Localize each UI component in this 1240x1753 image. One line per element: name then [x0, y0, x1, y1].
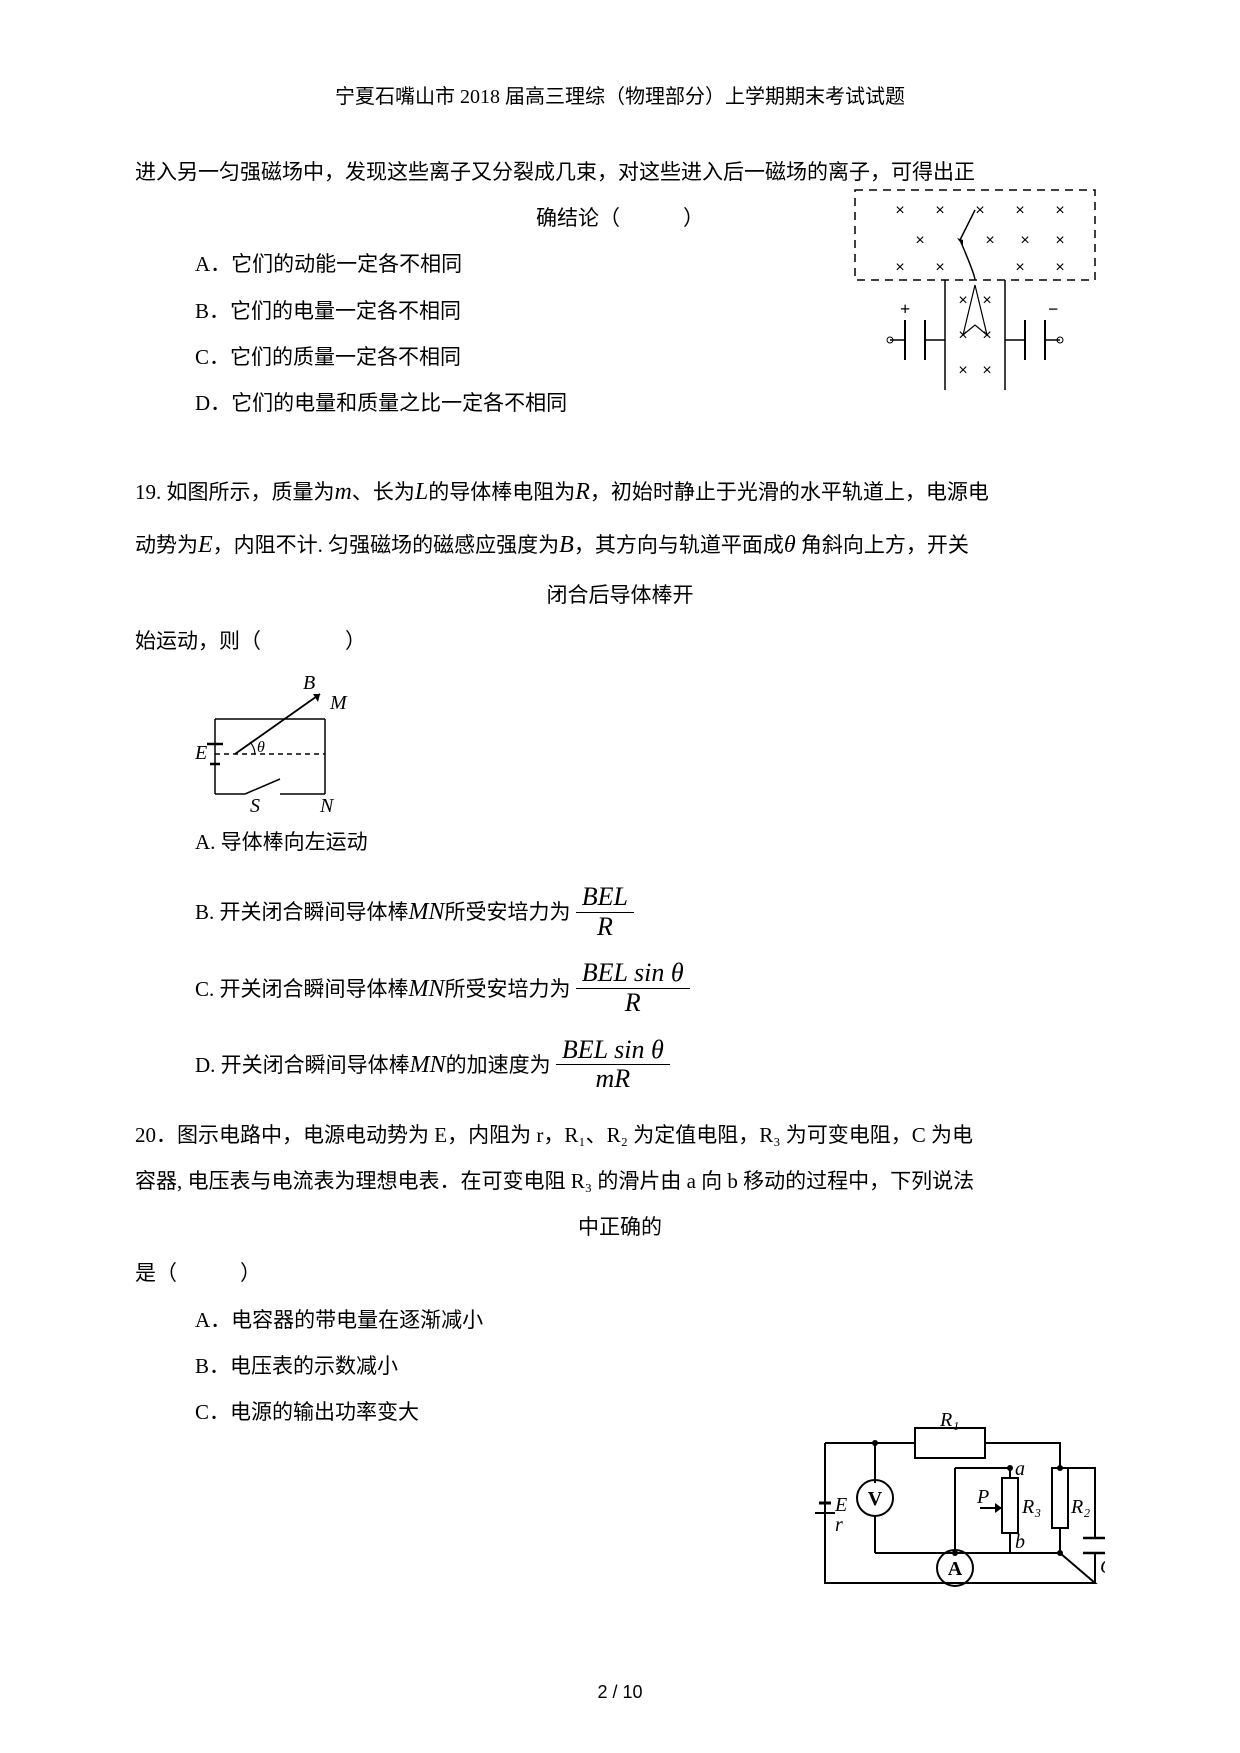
page-footer: 2 / 10: [0, 1682, 1240, 1703]
q19-text: ，初始时静止于光滑的水平轨道上，电源电: [590, 480, 989, 504]
svg-text:×: ×: [895, 259, 904, 276]
svg-text:×: ×: [982, 362, 991, 379]
page-header: 宁夏石嘴山市 2018 届高三理综（物理部分）上学期期末考试试题: [135, 80, 1105, 109]
q20-a-node: a: [1015, 1458, 1025, 1480]
q19-b-after: 所受安培力为: [445, 900, 571, 924]
q19-option-d: D. 开关闭合瞬间导体棒MN的加速度为 BEL sin θ mR: [135, 1036, 1105, 1094]
q19-d-mn: MN: [410, 1052, 446, 1078]
svg-text:×: ×: [958, 292, 967, 309]
svg-text:×: ×: [982, 292, 991, 309]
svg-text:+: +: [900, 299, 910, 319]
q19-diag-B: B: [303, 672, 315, 694]
q20-e-label: E: [834, 1494, 847, 1516]
q19-diagram: B M θ E S N: [195, 664, 395, 814]
q20-stem-line3: 中正确的: [135, 1204, 1105, 1250]
q20-a-label: A: [948, 1558, 963, 1580]
q19-text: 19. 如图所示，质量为: [135, 480, 335, 504]
q20-r-label: r: [835, 1514, 843, 1536]
svg-text:×: ×: [1055, 232, 1064, 249]
q19-c-num: BEL sin θ: [576, 959, 690, 989]
q19-c-num-text: BEL sin θ: [582, 958, 684, 987]
q19-stem-line1: 19. 如图所示，质量为m、长为L的导体棒电阻为R，初始时静止于光滑的水平轨道上…: [135, 466, 1105, 519]
q19-text: 角斜向上方，开关: [796, 533, 969, 557]
q19-d-after: 的加速度为: [446, 1053, 551, 1077]
q20-r1-label: R₁: [939, 1413, 959, 1431]
svg-text:×: ×: [975, 202, 984, 219]
q20-r3-label: R₃: [1021, 1496, 1041, 1518]
q19-R: R: [575, 479, 590, 505]
q19-c-label: C. 开关闭合瞬间导体棒: [195, 977, 409, 1001]
q19-L: L: [415, 479, 428, 505]
q19-m: m: [335, 479, 352, 505]
q19-d-den: mR: [556, 1065, 670, 1094]
q19-E: E: [198, 532, 213, 558]
q20-c-label: C: [1100, 1556, 1105, 1578]
q20-v-label: V: [868, 1488, 883, 1510]
q19-stem-line2: 动势为E，内阻不计. 匀强磁场的磁感应强度为B，其方向与轨道平面成θ 角斜向上方…: [135, 519, 1105, 572]
q19-diag-theta: θ: [257, 739, 265, 756]
q19-option-c: C. 开关闭合瞬间导体棒MN所受安培力为 BEL sin θ R: [135, 959, 1105, 1017]
svg-text:−: −: [1048, 299, 1058, 319]
svg-text:×: ×: [1015, 259, 1024, 276]
svg-text:×: ×: [1055, 259, 1064, 276]
q19-text: 的导体棒电阻为: [428, 480, 575, 504]
q20-option-a: A．电容器的带电量在逐渐减小: [135, 1297, 1105, 1343]
q19-text: ，内阻不计. 匀强磁场的磁感应强度为: [213, 533, 560, 557]
q19-b-fraction: BEL R: [576, 883, 634, 941]
q19-d-num-text: BEL sin θ: [562, 1035, 664, 1064]
q19-diag-M: M: [329, 692, 348, 714]
q19-option-b: B. 开关闭合瞬间导体棒MN所受安培力为 BEL R: [135, 883, 1105, 941]
q20-stem-line2: 容器, 电压表与电流表为理想电表．在可变电阻 R₃ 的滑片由 a 向 b 移动的…: [135, 1158, 1105, 1204]
q19-theta: θ: [784, 532, 796, 558]
q19-diag-N: N: [319, 795, 335, 814]
svg-text:×: ×: [935, 202, 944, 219]
q18-diagram: ××××× ×××× ×××× ×× ×× ×× + −: [845, 180, 1105, 410]
q19-c-after: 所受安培力为: [445, 977, 571, 1001]
q19-text: 、长为: [352, 480, 415, 504]
q19-b-num: BEL: [576, 883, 634, 913]
q19-option-a: A. 导体棒向左运动: [135, 819, 1105, 865]
q20-r2-label: R₂: [1070, 1496, 1090, 1518]
q19-diag-E: E: [195, 742, 207, 764]
q19-text: 动势为: [135, 533, 198, 557]
q19-b-mn: MN: [409, 899, 445, 925]
q20-stem-line1: 20．图示电路中，电源电动势为 E，内阻为 r，R₁、R₂ 为定值电阻，R₃ 为…: [135, 1112, 1105, 1158]
q19-d-fraction: BEL sin θ mR: [556, 1036, 670, 1094]
q20-option-b: B．电压表的示数减小: [135, 1343, 1105, 1389]
svg-text:×: ×: [985, 232, 994, 249]
q19-text: ，其方向与轨道平面成: [574, 533, 784, 557]
q19-diag-S: S: [250, 795, 260, 814]
q19-c-den: R: [576, 989, 690, 1018]
svg-text:×: ×: [935, 259, 944, 276]
q19-c-fraction: BEL sin θ R: [576, 959, 690, 1017]
q20-stem-line4: 是（ ）: [135, 1250, 1105, 1296]
q19-B: B: [559, 532, 574, 558]
svg-text:×: ×: [1055, 202, 1064, 219]
q19-b-den: R: [576, 913, 634, 942]
svg-text:×: ×: [958, 362, 967, 379]
svg-text:×: ×: [895, 202, 904, 219]
svg-text:×: ×: [915, 232, 924, 249]
q19-stem-line4: 始运动，则（ ）: [135, 618, 1105, 664]
q20-p-label: P: [976, 1486, 989, 1508]
q19-stem-line3: 闭合后导体棒开: [135, 572, 1105, 618]
q19-b-label: B. 开关闭合瞬间导体棒: [195, 900, 409, 924]
q19-d-num: BEL sin θ: [556, 1036, 670, 1066]
svg-text:×: ×: [1020, 232, 1029, 249]
q20-b-node: b: [1015, 1531, 1025, 1553]
q19-d-label: D. 开关闭合瞬间导体棒: [195, 1053, 410, 1077]
svg-text:×: ×: [1015, 202, 1024, 219]
q20-diagram: R₁ V A R₃ R₂ C a b P E r: [805, 1413, 1105, 1613]
q19-c-mn: MN: [409, 976, 445, 1002]
